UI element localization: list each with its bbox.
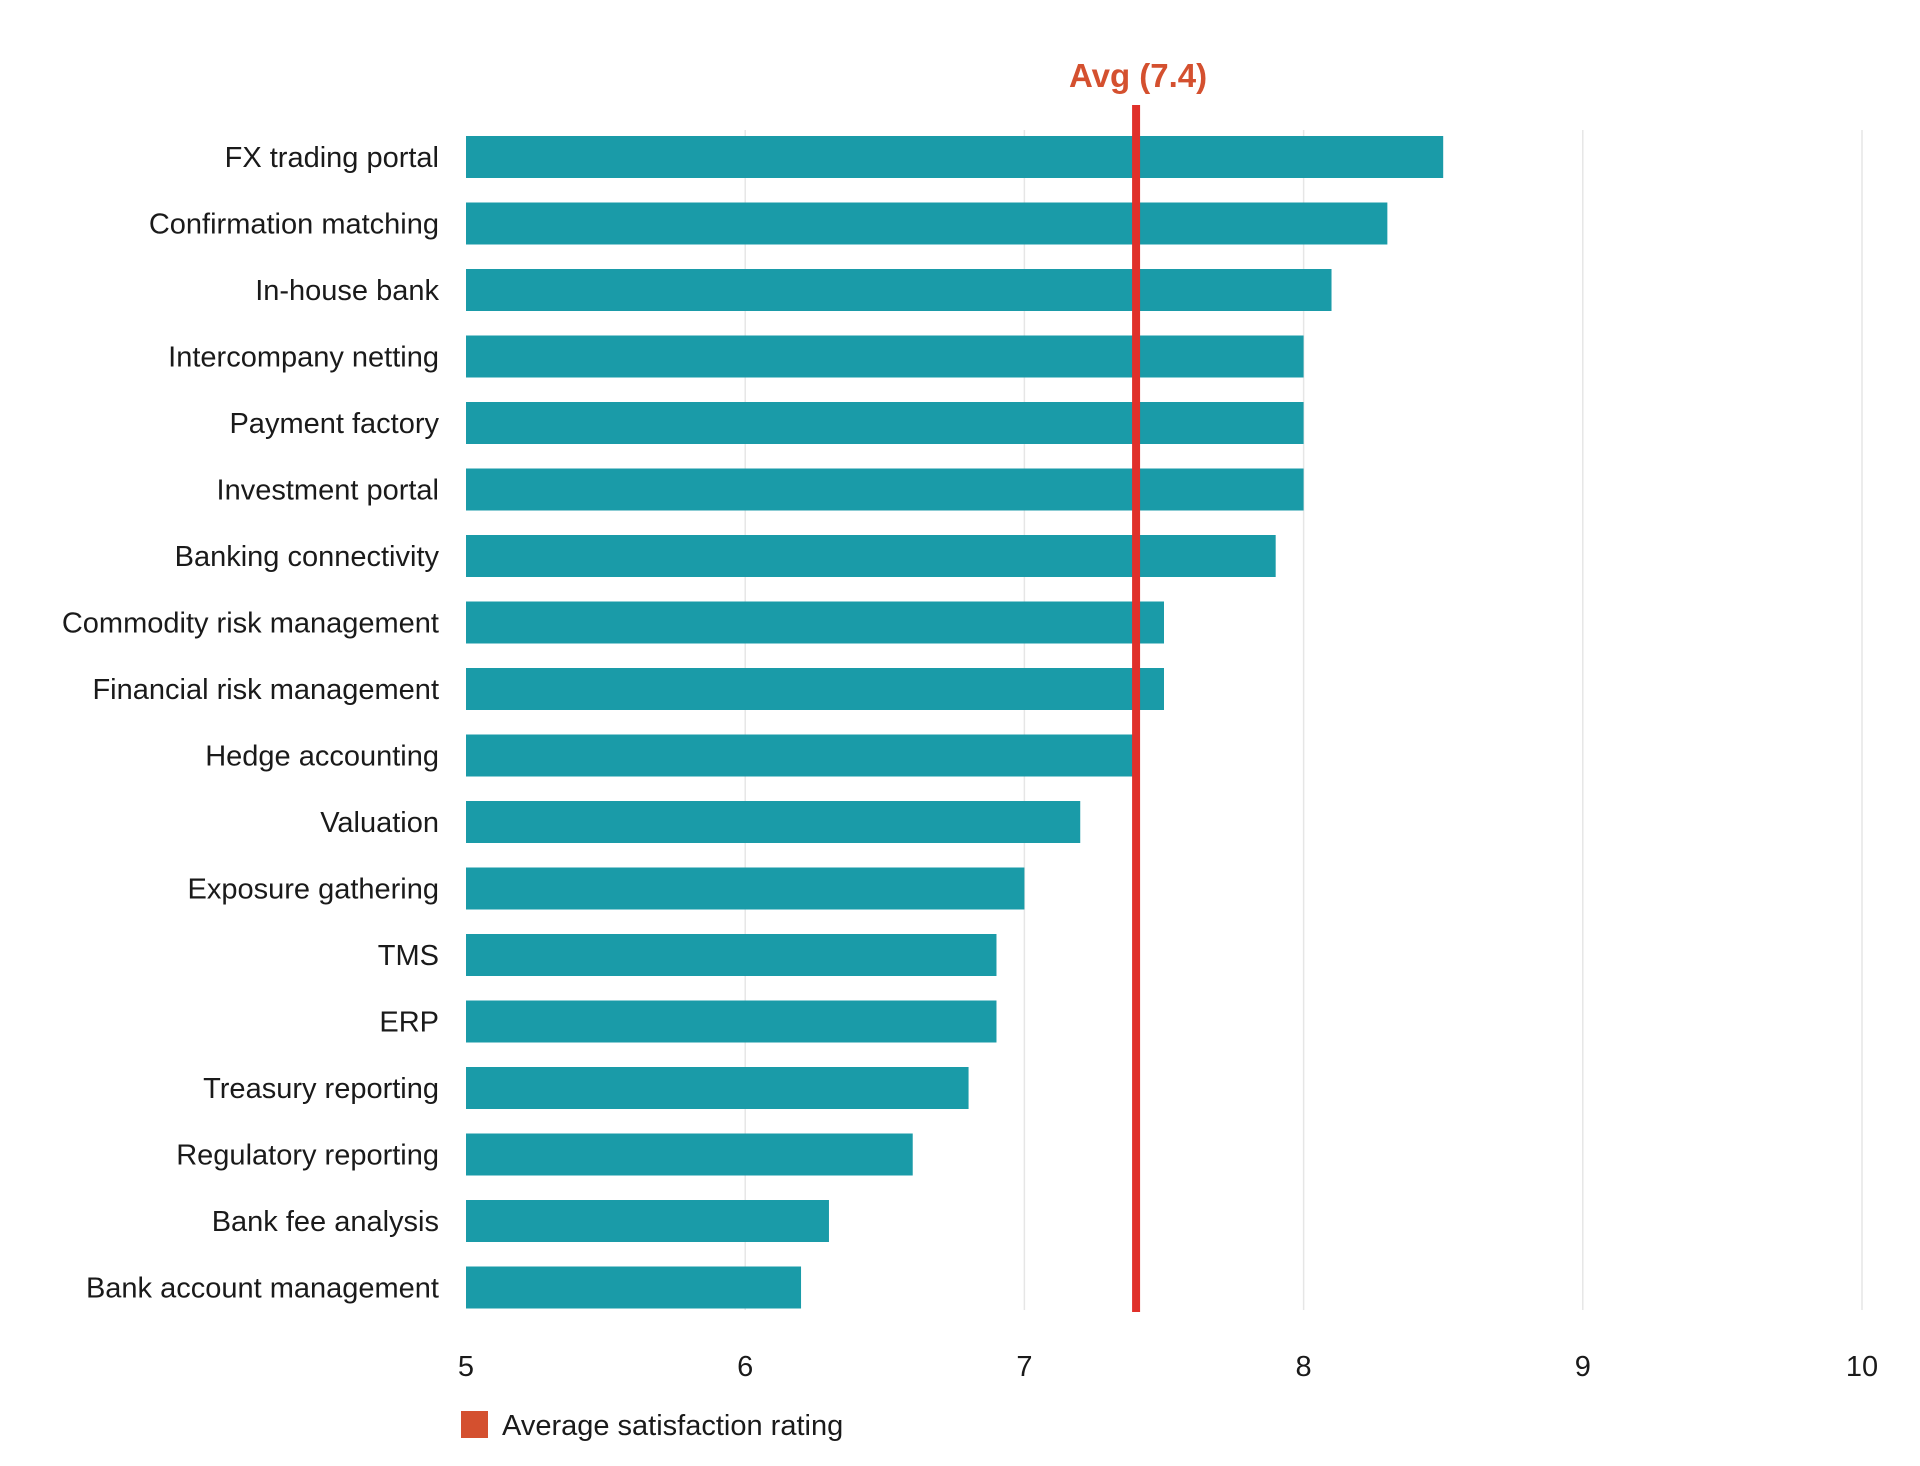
category-label: Bank fee analysis xyxy=(212,1206,439,1238)
category-label: Treasury reporting xyxy=(203,1073,439,1105)
legend: Average satisfaction rating xyxy=(461,1410,843,1442)
bar xyxy=(466,1266,802,1309)
category-label: Confirmation matching xyxy=(149,209,439,241)
bar xyxy=(466,1133,913,1176)
legend-swatch xyxy=(461,1411,488,1438)
bar xyxy=(466,402,1304,444)
bar xyxy=(466,1000,997,1043)
bar xyxy=(466,801,1081,843)
bar xyxy=(466,202,1388,245)
x-axis-ticks: 5 6 7 8 9 10 xyxy=(458,1351,1878,1383)
bar xyxy=(466,601,1164,644)
bar xyxy=(466,668,1164,710)
category-label: Regulatory reporting xyxy=(176,1140,439,1172)
category-label: ERP xyxy=(379,1007,439,1039)
category-label: Commodity risk management xyxy=(62,608,439,640)
bar xyxy=(466,468,1304,511)
bar xyxy=(466,335,1304,378)
x-tick-label: 10 xyxy=(1846,1351,1878,1383)
category-label: Banking connectivity xyxy=(175,541,440,573)
bar xyxy=(466,136,1444,178)
bar xyxy=(466,269,1332,311)
category-label: Valuation xyxy=(320,807,439,839)
bar xyxy=(466,867,1025,910)
gridlines xyxy=(744,130,1863,1310)
category-labels: FX trading portal Confirmation matching In… xyxy=(62,142,440,1305)
bar xyxy=(466,1067,969,1109)
bar xyxy=(466,934,997,976)
x-tick-label: 7 xyxy=(1016,1351,1032,1383)
x-tick-label: 9 xyxy=(1575,1351,1591,1383)
x-tick-label: 8 xyxy=(1296,1351,1312,1383)
category-label: Hedge accounting xyxy=(205,741,439,773)
bar xyxy=(466,535,1276,577)
category-label: Intercompany netting xyxy=(168,342,439,374)
category-label: Bank account management xyxy=(86,1273,439,1305)
category-label: Exposure gathering xyxy=(188,874,440,906)
legend-label: Average satisfaction rating xyxy=(502,1410,843,1442)
category-label: Investment portal xyxy=(217,475,439,507)
category-label: FX trading portal xyxy=(225,142,439,174)
bars xyxy=(466,136,1444,1309)
bar xyxy=(466,1200,829,1242)
average-reference: Avg (7.4) xyxy=(1069,57,1207,1312)
x-tick-label: 6 xyxy=(737,1351,753,1383)
category-label: TMS xyxy=(378,940,439,972)
category-label: Payment factory xyxy=(229,408,439,440)
category-label: Financial risk management xyxy=(92,674,439,706)
category-label: In-house bank xyxy=(255,275,439,307)
average-label: Avg (7.4) xyxy=(1069,57,1207,94)
bar xyxy=(466,734,1137,777)
x-tick-label: 5 xyxy=(458,1351,474,1383)
